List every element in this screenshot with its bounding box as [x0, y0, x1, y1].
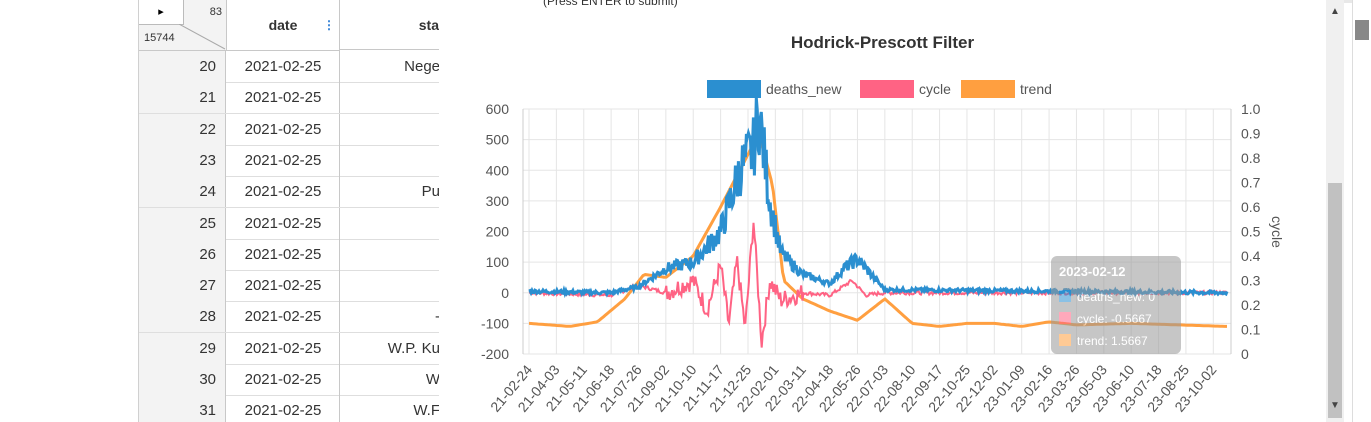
- page-scrollbar[interactable]: [1352, 0, 1371, 422]
- y-right-tick-label: 0.6: [1241, 199, 1261, 215]
- date-cell[interactable]: 2021-02-25: [227, 207, 340, 239]
- y-left-tick-label: 500: [486, 132, 510, 148]
- y-right-tick-label: 0.5: [1241, 224, 1261, 240]
- scroll-thumb[interactable]: [1328, 183, 1342, 418]
- y-right-tick-label: 0.1: [1241, 322, 1261, 338]
- left-gutter: [0, 0, 138, 422]
- legend-label-trend: trend: [1020, 81, 1052, 97]
- chart-title: Hodrick-Prescott Filter: [790, 33, 975, 52]
- date-cell[interactable]: 2021-02-25: [227, 238, 340, 270]
- table-row[interactable]: 31 2021-02-25 W.F: [139, 395, 459, 422]
- table-row[interactable]: 21 2021-02-25: [139, 82, 459, 115]
- table-row[interactable]: 22 2021-02-25: [139, 113, 459, 146]
- table-row[interactable]: 28 2021-02-25 -: [139, 301, 459, 334]
- table-row[interactable]: 26 2021-02-25: [139, 238, 459, 271]
- column-header-label: sta: [418, 16, 439, 33]
- row-index: 30: [139, 364, 226, 395]
- date-cell[interactable]: 2021-02-25: [227, 144, 340, 176]
- tooltip-swatch: [1059, 312, 1071, 324]
- y-left-tick-label: 300: [486, 193, 510, 209]
- row-count: 15744: [144, 32, 175, 44]
- y-right-axis-label: cycle: [1269, 216, 1285, 248]
- page-scroll-thumb[interactable]: [1355, 20, 1369, 40]
- column-header-label: date: [268, 17, 298, 33]
- chart-popup: (Press ENTER to submit) Hodrick-Prescott…: [439, 0, 1326, 422]
- table-row[interactable]: 23 2021-02-25: [139, 144, 459, 177]
- table-row[interactable]: 27 2021-02-25: [139, 270, 459, 303]
- date-cell[interactable]: 2021-02-25: [227, 51, 340, 82]
- tooltip-title: 2023-02-12: [1059, 264, 1126, 279]
- state-cell[interactable]: Nege: [404, 58, 440, 75]
- data-grid[interactable]: ▸ 83 15744 date ⋮ sta 20 2021-02-25 Nege 21…: [138, 0, 459, 422]
- y-left-tick-label: 400: [486, 162, 510, 178]
- state-cell[interactable]: Pu: [421, 183, 440, 201]
- legend-swatch-deaths_new: [707, 80, 761, 98]
- table-row[interactable]: 25 2021-02-25: [139, 207, 459, 240]
- y-left-tick-label: 600: [486, 101, 510, 117]
- y-left-tick-label: 0: [501, 285, 509, 301]
- popup-scrollbar[interactable]: ▲ ▼: [1326, 0, 1344, 422]
- legend-label-deaths_new: deaths_new: [766, 81, 842, 97]
- grid-corner[interactable]: ▸ 83 15744: [139, 0, 227, 51]
- row-index: 31: [139, 395, 226, 422]
- column-header-date[interactable]: date ⋮: [227, 0, 340, 51]
- y-left-tick-label: -200: [481, 346, 509, 362]
- row-index: 26: [139, 238, 226, 270]
- y-right-tick-label: 0.3: [1241, 273, 1261, 289]
- state-cell[interactable]: -: [435, 308, 440, 326]
- corner-divider-icon: [179, 24, 226, 50]
- row-index: 22: [139, 113, 226, 145]
- tooltip-swatch: [1059, 290, 1071, 302]
- tooltip-swatch: [1059, 334, 1071, 346]
- chart-tooltip: 2023-02-12 deaths_new: 0 cycle: -0.5667 tre…: [1051, 256, 1181, 354]
- table-row[interactable]: 29 2021-02-25 W.P. Ku: [139, 332, 459, 365]
- date-cell[interactable]: 2021-02-25: [227, 270, 340, 302]
- row-index: 24: [139, 176, 226, 208]
- y-right-tick-label: 0.2: [1241, 297, 1261, 313]
- date-cell[interactable]: 2021-02-25: [227, 395, 340, 422]
- row-index: 28: [139, 301, 226, 333]
- tooltip-box: [1051, 256, 1181, 354]
- column-count: 83: [209, 6, 222, 18]
- y-right-tick-label: 0.4: [1241, 248, 1261, 264]
- state-cell[interactable]: W: [425, 371, 440, 388]
- expand-arrow-icon[interactable]: ▸: [139, 0, 184, 25]
- row-index: 25: [139, 207, 226, 239]
- date-cell[interactable]: 2021-02-25: [227, 332, 340, 364]
- y-right-tick-label: 0: [1241, 346, 1249, 362]
- y-right-tick-label: 0.7: [1241, 175, 1261, 191]
- row-index: 27: [139, 270, 226, 302]
- date-cell[interactable]: 2021-02-25: [227, 176, 340, 208]
- row-index: 29: [139, 332, 226, 364]
- row-index: 20: [139, 51, 226, 82]
- legend-swatch-cycle: [860, 80, 914, 98]
- table-row[interactable]: 24 2021-02-25 Pu: [139, 176, 459, 209]
- y-right-tick-label: 0.8: [1241, 150, 1261, 166]
- submit-instruction: (Press ENTER to submit): [543, 0, 678, 8]
- y-left-tick-label: 200: [486, 224, 510, 240]
- date-cell[interactable]: 2021-02-25: [227, 301, 340, 333]
- row-index: 23: [139, 144, 226, 176]
- column-menu-icon[interactable]: ⋮: [323, 18, 335, 32]
- state-cell[interactable]: W.P. Ku: [387, 339, 440, 357]
- tooltip-line: deaths_new: 0: [1077, 290, 1155, 304]
- row-index: 21: [139, 82, 226, 114]
- scroll-down-icon[interactable]: ▼: [1330, 400, 1340, 411]
- tooltip-line: cycle: -0.5667: [1077, 312, 1152, 326]
- y-right-tick-label: 0.9: [1241, 126, 1261, 142]
- y-left-tick-label: 100: [486, 254, 510, 270]
- chart-canvas[interactable]: deaths_new cycle trend6005004003002001000-…: [439, 0, 1326, 422]
- date-cell[interactable]: 2021-02-25: [227, 113, 340, 145]
- y-left-tick-label: -100: [481, 315, 509, 331]
- table-row[interactable]: 30 2021-02-25 W: [139, 364, 459, 396]
- y-right-tick-label: 1.0: [1241, 101, 1261, 117]
- state-cell[interactable]: W.F: [413, 402, 440, 420]
- legend-label-cycle: cycle: [919, 81, 951, 97]
- legend-swatch-trend: [961, 80, 1015, 98]
- date-cell[interactable]: 2021-02-25: [227, 364, 340, 395]
- date-cell[interactable]: 2021-02-25: [227, 82, 340, 114]
- tooltip-line: trend: 1.5667: [1077, 334, 1148, 348]
- table-row[interactable]: 20 2021-02-25 Nege: [139, 51, 459, 83]
- scroll-up-icon[interactable]: ▲: [1330, 6, 1340, 17]
